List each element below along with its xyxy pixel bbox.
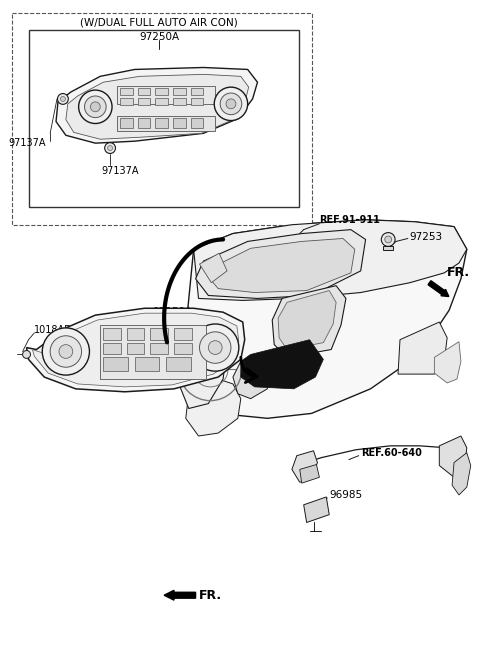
Polygon shape bbox=[207, 238, 355, 293]
Bar bbox=[156, 88, 168, 95]
Polygon shape bbox=[195, 229, 366, 298]
Polygon shape bbox=[300, 464, 319, 483]
Circle shape bbox=[23, 351, 30, 359]
Circle shape bbox=[58, 94, 68, 105]
Circle shape bbox=[214, 87, 248, 121]
Bar bbox=[117, 116, 215, 131]
Bar bbox=[100, 325, 206, 379]
Text: REF.60-640: REF.60-640 bbox=[360, 448, 421, 458]
Bar bbox=[103, 357, 128, 371]
Text: 97250A: 97250A bbox=[139, 32, 179, 42]
Text: 97253: 97253 bbox=[410, 231, 443, 242]
Bar bbox=[120, 118, 132, 129]
Polygon shape bbox=[241, 340, 324, 389]
Bar bbox=[103, 342, 121, 355]
Polygon shape bbox=[33, 313, 239, 387]
Bar bbox=[117, 86, 215, 104]
Polygon shape bbox=[272, 286, 346, 357]
Text: FR.: FR. bbox=[447, 266, 470, 279]
Bar bbox=[174, 342, 192, 355]
Bar bbox=[156, 98, 168, 105]
Polygon shape bbox=[398, 322, 447, 374]
Polygon shape bbox=[434, 342, 461, 383]
Circle shape bbox=[220, 93, 242, 114]
Text: 97250A: 97250A bbox=[152, 307, 192, 317]
Text: 97137A: 97137A bbox=[9, 138, 46, 148]
Polygon shape bbox=[179, 318, 228, 408]
Bar bbox=[103, 328, 121, 340]
Circle shape bbox=[50, 336, 82, 367]
Polygon shape bbox=[278, 291, 336, 349]
Circle shape bbox=[105, 143, 116, 154]
Bar bbox=[191, 118, 204, 129]
Text: 1018AD: 1018AD bbox=[35, 325, 73, 335]
Bar bbox=[191, 88, 204, 95]
Circle shape bbox=[208, 340, 222, 355]
Polygon shape bbox=[186, 379, 241, 436]
Text: REF.91-911: REF.91-911 bbox=[319, 215, 380, 225]
Text: 97137A: 97137A bbox=[101, 165, 139, 176]
Bar bbox=[12, 14, 312, 225]
Text: 96985: 96985 bbox=[329, 490, 362, 500]
Bar bbox=[150, 328, 168, 340]
Bar bbox=[135, 357, 159, 371]
Circle shape bbox=[42, 328, 89, 375]
Bar bbox=[138, 98, 150, 105]
Circle shape bbox=[192, 324, 239, 371]
Text: (W/DUAL FULL AUTO AIR CON): (W/DUAL FULL AUTO AIR CON) bbox=[80, 17, 238, 27]
Bar bbox=[138, 118, 150, 129]
Circle shape bbox=[90, 102, 100, 112]
Circle shape bbox=[385, 236, 392, 243]
Bar bbox=[138, 88, 150, 95]
Bar bbox=[150, 342, 168, 355]
Polygon shape bbox=[66, 74, 249, 140]
Polygon shape bbox=[56, 67, 257, 143]
Bar bbox=[166, 357, 191, 371]
Bar bbox=[127, 328, 144, 340]
Bar bbox=[120, 88, 132, 95]
Circle shape bbox=[59, 344, 73, 359]
Circle shape bbox=[79, 90, 112, 123]
Polygon shape bbox=[452, 453, 471, 495]
FancyArrowPatch shape bbox=[241, 357, 257, 382]
Circle shape bbox=[226, 99, 236, 109]
Polygon shape bbox=[439, 436, 467, 477]
Circle shape bbox=[381, 233, 395, 246]
Circle shape bbox=[203, 361, 218, 377]
Bar bbox=[127, 342, 144, 355]
Polygon shape bbox=[304, 497, 329, 523]
Circle shape bbox=[60, 96, 65, 101]
Polygon shape bbox=[292, 451, 317, 482]
Bar bbox=[173, 98, 186, 105]
Polygon shape bbox=[233, 355, 272, 399]
Bar bbox=[28, 30, 299, 207]
Bar bbox=[173, 118, 186, 129]
Bar bbox=[174, 328, 192, 340]
FancyArrow shape bbox=[428, 281, 449, 297]
Polygon shape bbox=[193, 220, 467, 300]
Bar bbox=[156, 118, 168, 129]
Circle shape bbox=[108, 145, 112, 151]
Circle shape bbox=[84, 96, 106, 118]
Bar bbox=[120, 98, 132, 105]
Polygon shape bbox=[186, 220, 467, 419]
Bar bbox=[173, 88, 186, 95]
Text: FR.: FR. bbox=[199, 589, 222, 601]
Bar bbox=[384, 246, 393, 250]
Polygon shape bbox=[26, 308, 245, 391]
Bar bbox=[191, 98, 204, 105]
Polygon shape bbox=[200, 253, 227, 283]
FancyArrow shape bbox=[164, 590, 195, 600]
Circle shape bbox=[200, 332, 231, 363]
